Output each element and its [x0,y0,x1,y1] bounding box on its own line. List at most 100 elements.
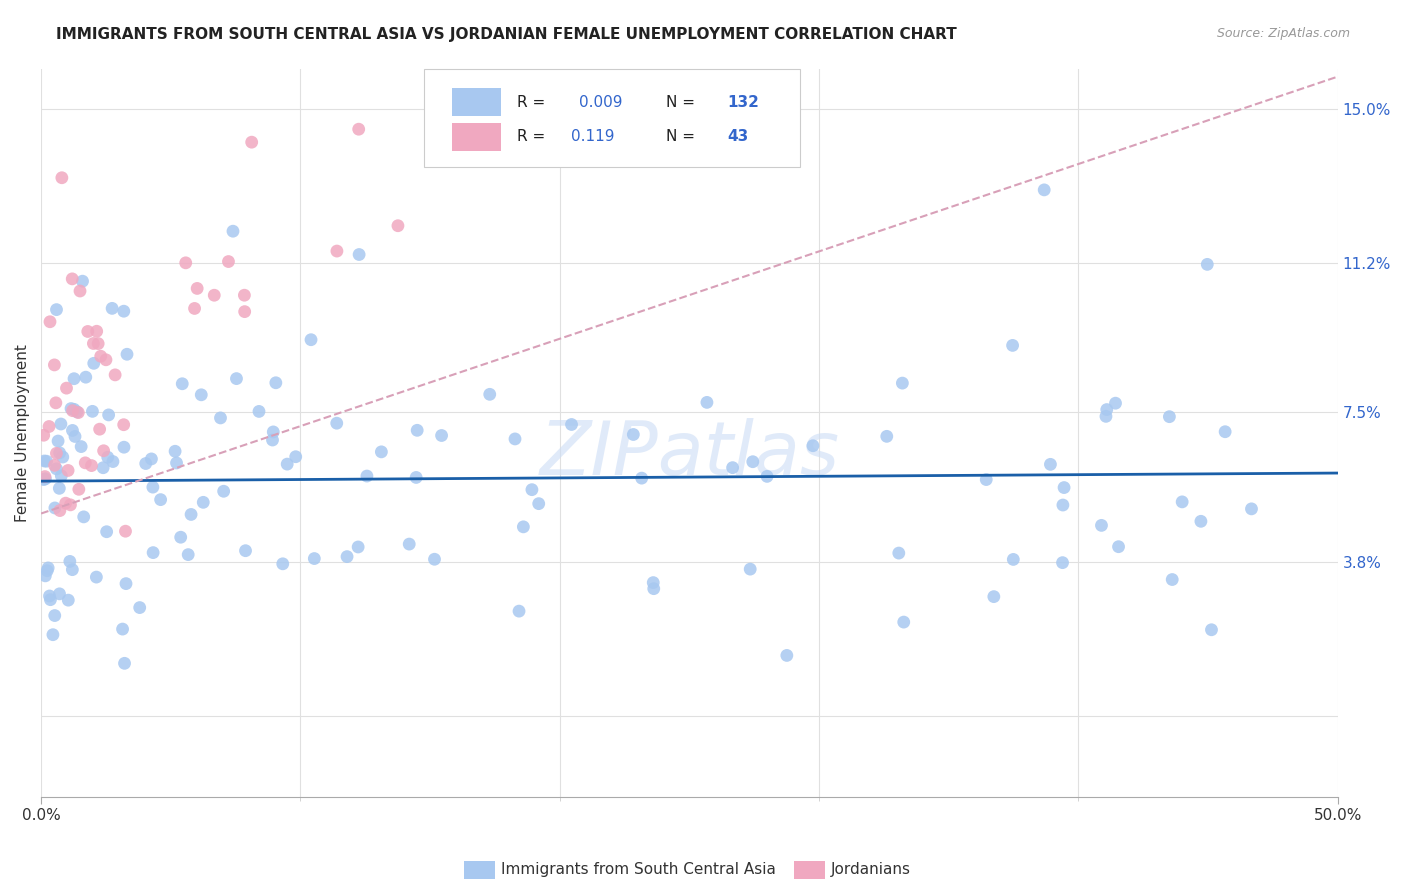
Point [240,135,263,149]
Point [32,454,55,468]
Point [1197,257,1219,271]
Point [209,411,232,425]
Point [82,404,104,418]
Point [326,416,349,430]
Point [1002,552,1025,566]
Point [72,274,94,288]
Point [177,548,200,562]
Point [1095,402,1118,417]
Point [235,543,257,558]
Point [347,247,370,261]
Text: R =: R = [517,95,546,110]
Point [347,540,370,554]
Point [63,402,86,417]
Point [32,428,55,442]
Point [32,473,55,487]
Point [39,592,62,607]
Point [276,457,298,471]
Point [1213,425,1236,439]
Point [75,370,97,384]
Text: N =: N = [666,95,695,110]
Point [114,524,136,539]
Text: IMMIGRANTS FROM SOUTH CENTRAL ASIA VS JORDANIAN FEMALE UNEMPLOYMENT CORRELATION : IMMIGRANTS FROM SOUTH CENTRAL ASIA VS JO… [56,27,957,42]
Point [128,600,150,615]
Point [741,455,763,469]
FancyBboxPatch shape [453,88,502,116]
Point [135,457,157,471]
Point [1201,623,1223,637]
Point [284,450,307,464]
Point [336,549,359,564]
Point [44,500,66,515]
Point [60,563,83,577]
Text: ZIPatlas: ZIPatlas [540,418,839,491]
Point [423,552,446,566]
Point [183,301,205,316]
Point [721,460,744,475]
Point [891,376,914,390]
Point [86,570,108,584]
Point [212,484,235,499]
Point [621,427,644,442]
Point [1052,556,1074,570]
Point [271,557,294,571]
Point [51,468,73,483]
Point [222,224,245,238]
Point [264,376,287,390]
Point [52,450,75,464]
Point [48,446,70,460]
Point [90,349,112,363]
Text: 0.009: 0.009 [579,95,623,110]
Point [180,508,202,522]
Point [1189,514,1212,528]
Point [63,372,86,386]
Point [430,428,453,442]
Point [75,456,97,470]
Point [347,122,370,136]
Point [478,387,501,401]
Point [49,503,72,517]
Point [112,417,135,432]
Point [406,423,429,437]
Point [35,454,58,468]
Point [1108,540,1130,554]
Point [387,219,409,233]
Point [56,463,79,477]
Point [776,648,799,663]
Point [67,406,90,420]
Point [756,469,779,483]
Point [38,589,60,603]
Point [1240,501,1263,516]
Point [893,615,915,629]
Point [233,304,256,318]
Point [174,256,197,270]
Point [76,325,98,339]
Point [34,469,56,483]
Text: Source: ZipAtlas.com: Source: ZipAtlas.com [1216,27,1350,40]
Point [527,497,550,511]
Point [149,492,172,507]
Text: 43: 43 [727,129,748,145]
Point [69,284,91,298]
Point [55,496,77,510]
Point [42,628,65,642]
Point [262,433,284,447]
Point [370,445,392,459]
Point [142,480,165,494]
Point [186,281,208,295]
Point [983,590,1005,604]
Point [101,454,124,468]
Point [356,469,378,483]
Point [1052,498,1074,512]
Point [974,473,997,487]
Point [58,593,80,607]
Point [48,587,70,601]
Point [66,405,89,419]
Text: R =: R = [517,129,546,145]
Point [111,622,134,636]
Point [801,439,824,453]
Point [44,358,66,372]
Point [1053,481,1076,495]
Point [1159,409,1181,424]
Point [696,395,718,409]
